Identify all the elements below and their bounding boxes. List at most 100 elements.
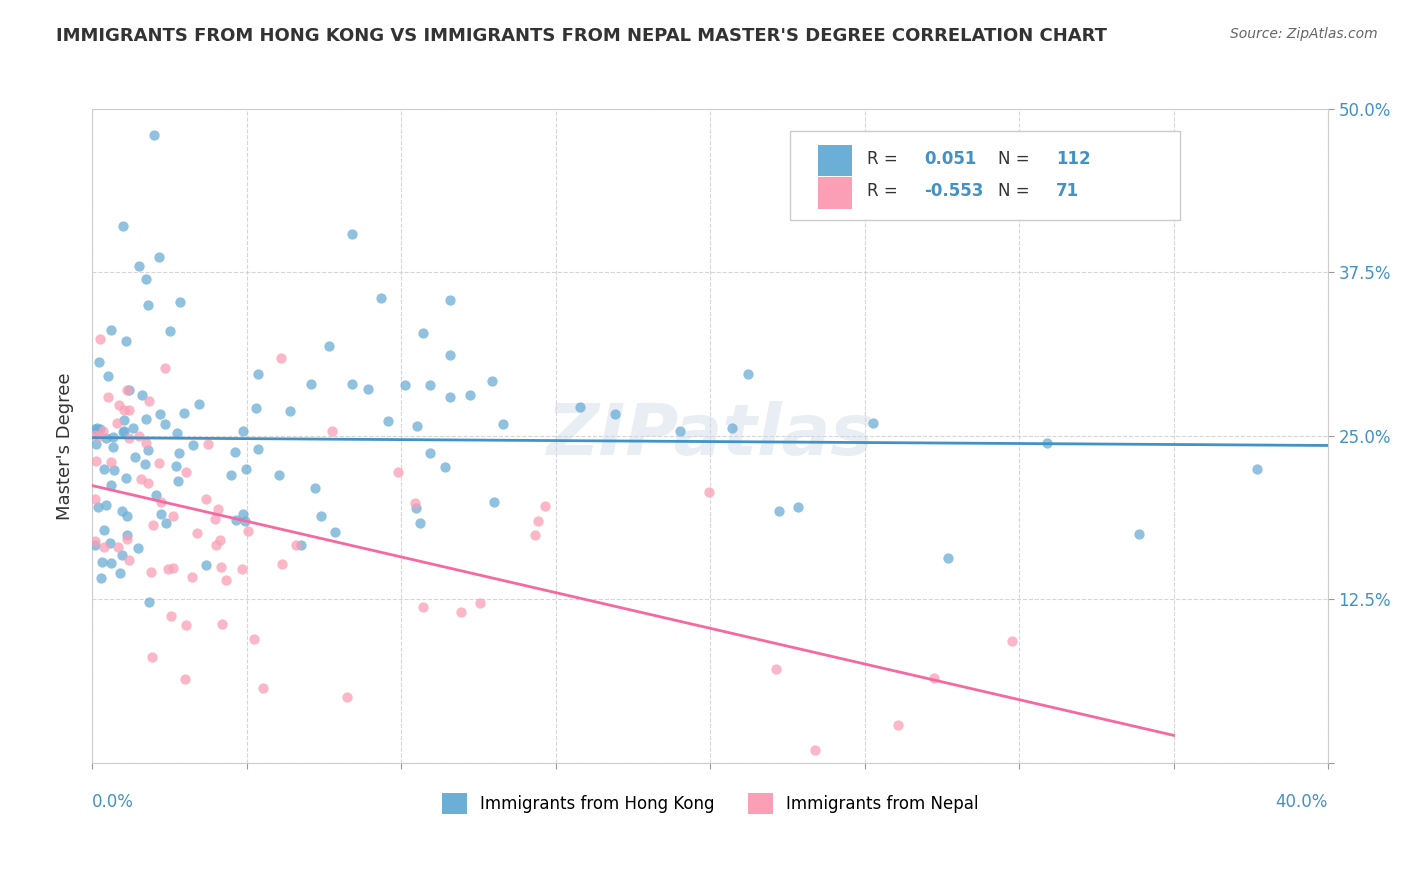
Point <box>115 508 138 523</box>
Point <box>162 561 184 575</box>
Point <box>284 538 307 552</box>
Point <box>527 514 550 528</box>
Point <box>211 617 233 632</box>
Point <box>153 361 176 376</box>
Point <box>246 442 269 456</box>
Point <box>419 446 441 460</box>
FancyBboxPatch shape <box>818 145 852 176</box>
Point <box>605 407 627 421</box>
Point <box>149 407 172 421</box>
Point <box>84 437 107 451</box>
FancyBboxPatch shape <box>818 178 852 209</box>
Point <box>100 556 122 570</box>
Point <box>492 417 515 431</box>
Point <box>159 324 181 338</box>
Point <box>304 481 326 495</box>
Point <box>135 411 157 425</box>
Point <box>309 508 332 523</box>
Text: 71: 71 <box>1056 183 1080 201</box>
Point <box>86 425 108 439</box>
Text: R =: R = <box>868 150 898 168</box>
Point <box>115 334 138 349</box>
Point <box>135 436 157 450</box>
Point <box>127 541 149 556</box>
Point <box>252 681 274 695</box>
Point <box>280 404 302 418</box>
Point <box>697 485 720 500</box>
Point <box>100 477 122 491</box>
Point <box>804 743 827 757</box>
Point <box>107 541 129 555</box>
Legend: Immigrants from Hong Kong, Immigrants from Nepal: Immigrants from Hong Kong, Immigrants fr… <box>434 787 986 821</box>
Point <box>243 632 266 646</box>
Point <box>84 539 107 553</box>
Point <box>225 513 247 527</box>
Point <box>90 555 112 569</box>
Point <box>112 413 135 427</box>
Point <box>84 427 107 442</box>
Point <box>205 538 228 552</box>
Point <box>93 540 115 554</box>
Point <box>86 421 108 435</box>
Point <box>148 251 170 265</box>
Point <box>155 516 177 530</box>
Point <box>100 455 122 469</box>
Point <box>439 348 461 362</box>
Point <box>135 272 157 286</box>
Point <box>118 402 141 417</box>
Point <box>235 514 257 528</box>
Point <box>111 548 134 562</box>
Point <box>299 376 322 391</box>
Point <box>156 562 179 576</box>
Point <box>406 419 429 434</box>
Point <box>188 397 211 411</box>
Point <box>91 424 114 438</box>
Point <box>103 463 125 477</box>
Point <box>101 440 124 454</box>
Point <box>89 332 111 346</box>
Point <box>405 501 427 516</box>
Point <box>215 573 238 587</box>
Point <box>197 437 219 451</box>
Point <box>159 608 181 623</box>
Point <box>669 424 692 438</box>
Point <box>134 457 156 471</box>
Point <box>112 424 135 438</box>
Point <box>370 292 392 306</box>
Point <box>433 460 456 475</box>
Point <box>533 499 555 513</box>
Point <box>124 450 146 465</box>
Point <box>128 259 150 273</box>
Point <box>377 413 399 427</box>
Text: Master's Degree: Master's Degree <box>56 372 75 520</box>
Point <box>112 402 135 417</box>
Point <box>270 557 292 571</box>
Point <box>245 401 267 416</box>
Point <box>93 523 115 537</box>
Text: N =: N = <box>998 183 1029 201</box>
Point <box>922 671 945 685</box>
Point <box>138 595 160 609</box>
Point <box>450 605 472 619</box>
Point <box>412 326 434 340</box>
Point <box>342 227 364 242</box>
Point <box>224 445 246 459</box>
Point <box>194 491 217 506</box>
Point <box>97 368 120 383</box>
Text: Source: ZipAtlas.com: Source: ZipAtlas.com <box>1230 27 1378 41</box>
Point <box>737 368 759 382</box>
Text: 40.0%: 40.0% <box>1275 793 1327 811</box>
Point <box>129 472 152 486</box>
Point <box>209 533 232 548</box>
Point <box>97 390 120 404</box>
Point <box>167 446 190 460</box>
Point <box>84 491 107 506</box>
Point <box>86 454 108 468</box>
Point <box>394 378 416 392</box>
Point <box>523 527 546 541</box>
Point <box>231 425 253 439</box>
Point <box>138 394 160 409</box>
Point <box>290 538 312 552</box>
Point <box>98 536 121 550</box>
Point <box>357 382 380 396</box>
